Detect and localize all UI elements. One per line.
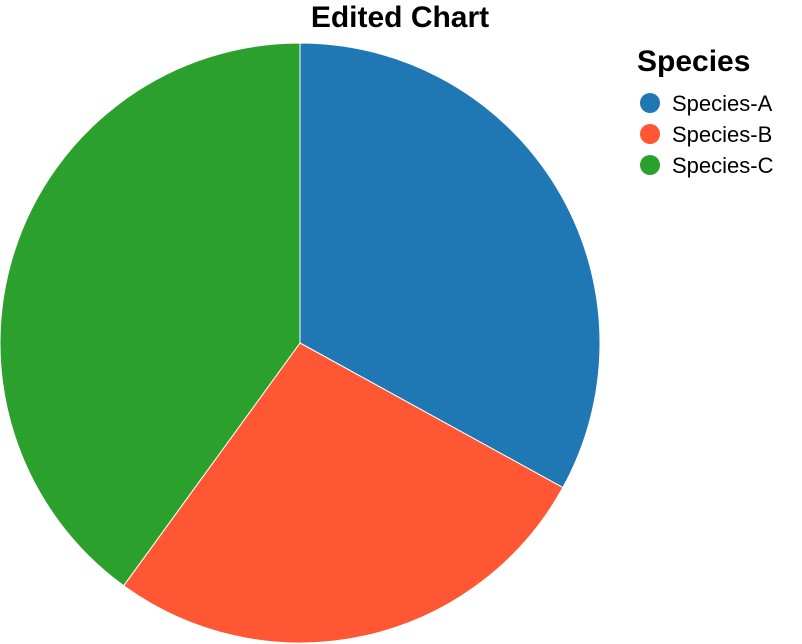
legend-label: Species-B	[672, 122, 772, 147]
legend-label: Species-C	[672, 153, 774, 178]
pie-slices	[0, 42, 601, 644]
legend-swatch	[640, 155, 660, 175]
legend-item-species-a[interactable]: Species-A	[640, 91, 773, 116]
legend: Species Species-A Species-B Species-C	[637, 45, 774, 178]
legend-swatch	[640, 93, 660, 113]
legend-swatch	[640, 124, 660, 144]
legend-items: Species-A Species-B Species-C	[640, 91, 774, 178]
legend-item-species-b[interactable]: Species-B	[640, 122, 772, 147]
legend-label: Species-A	[672, 91, 773, 116]
pie-slice-species-c[interactable]	[0, 42, 301, 587]
pie-slice-species-b[interactable]	[122, 342, 564, 644]
legend-title: Species	[637, 45, 750, 78]
chart-title: Edited Chart	[311, 1, 489, 34]
pie-slice-species-a[interactable]	[299, 42, 601, 489]
legend-item-species-c[interactable]: Species-C	[640, 153, 774, 178]
